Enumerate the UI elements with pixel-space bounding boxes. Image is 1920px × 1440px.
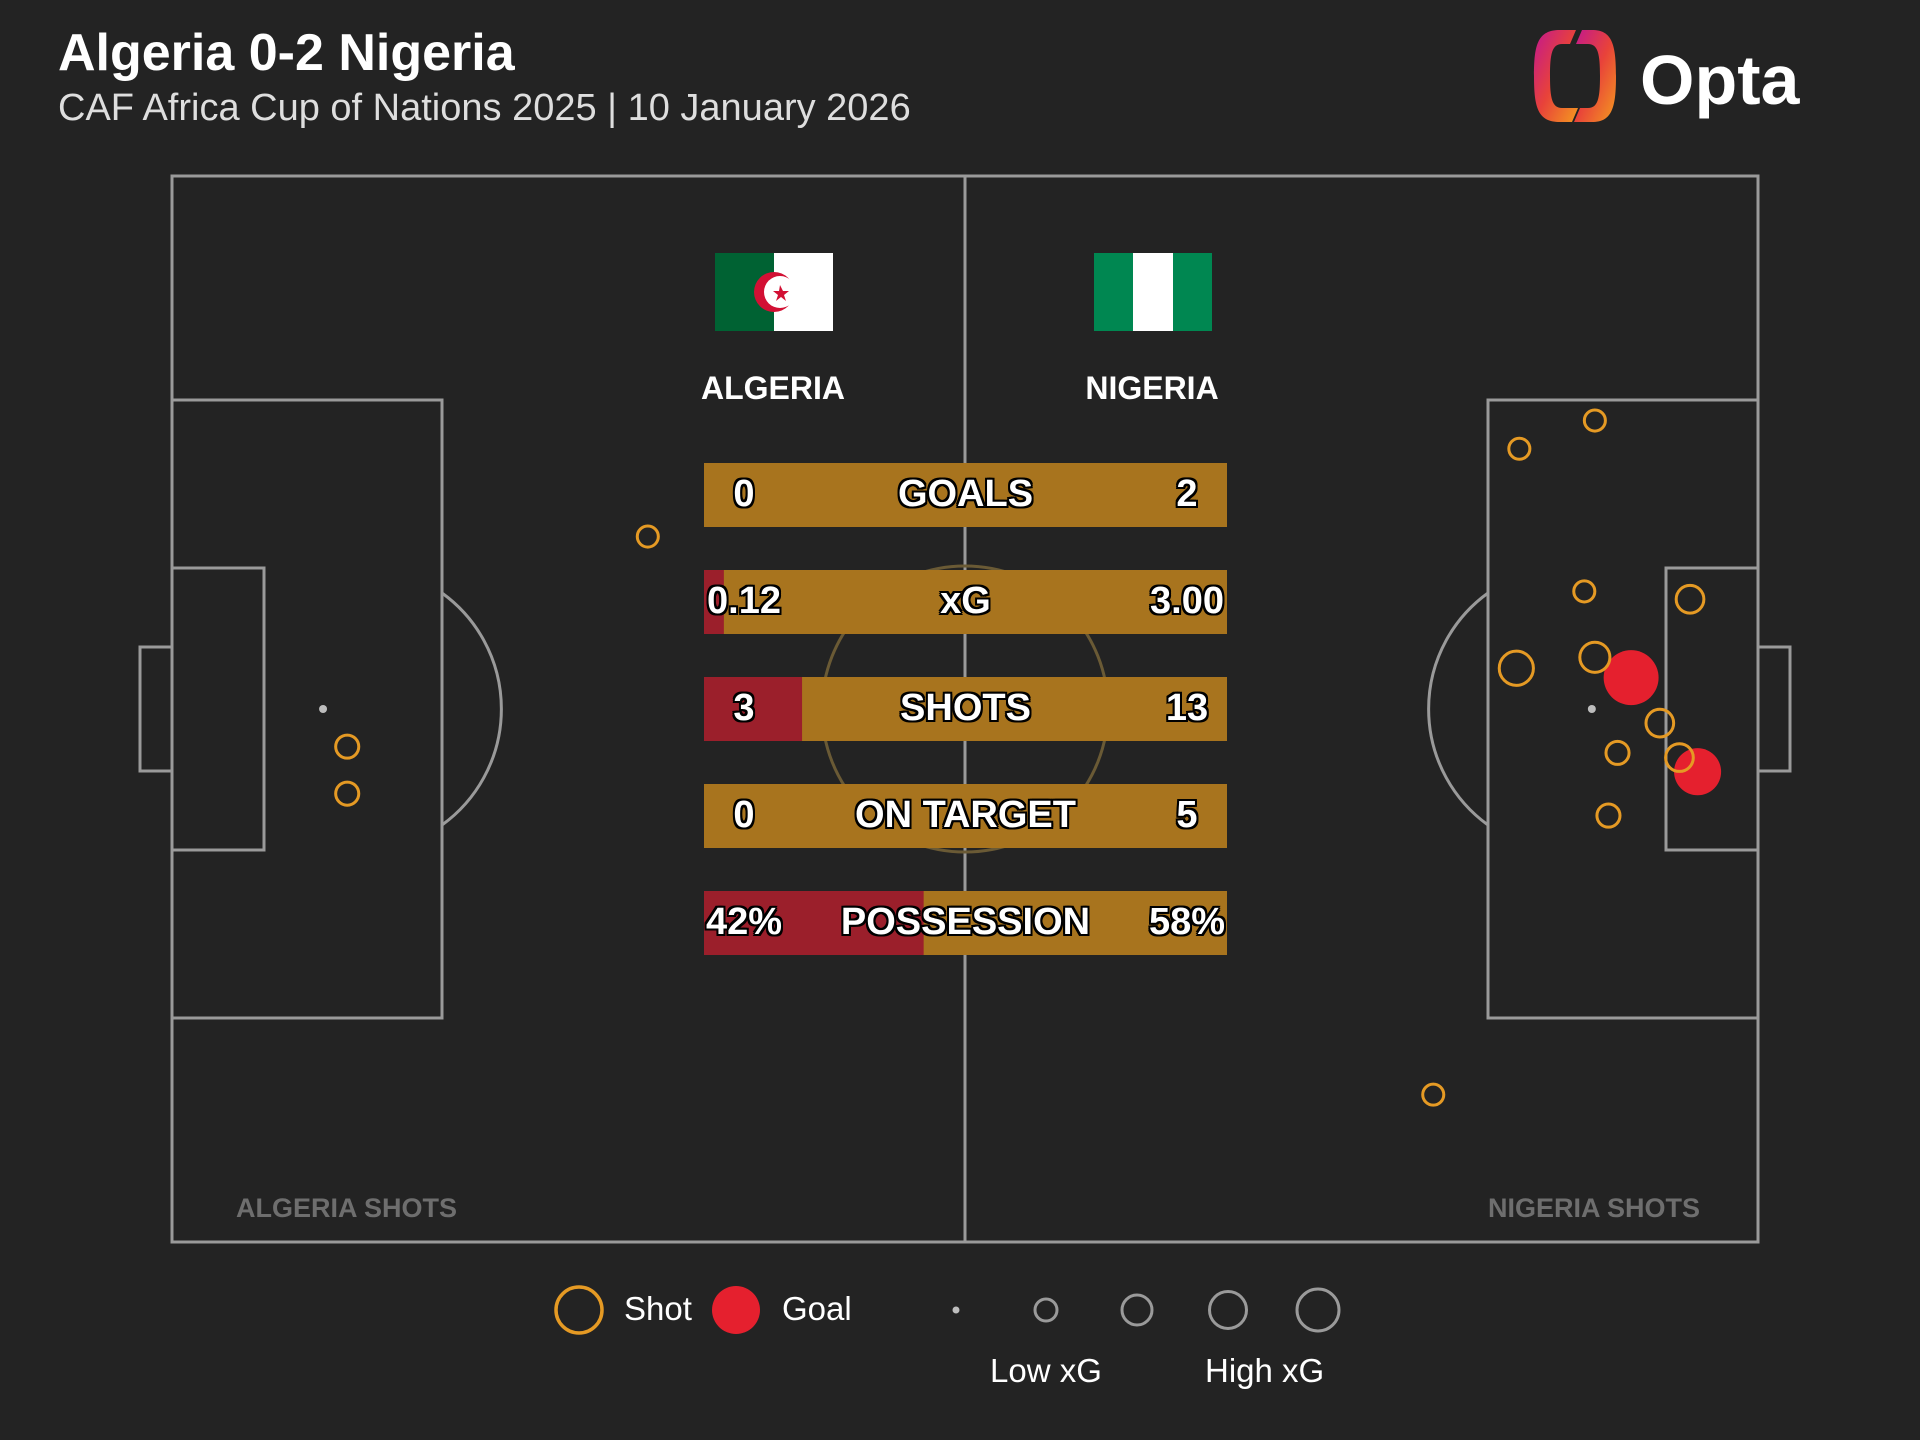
legend-xg-size-marker [1033, 1297, 1059, 1323]
home-shot-marker [334, 733, 361, 760]
away-shot-marker [1674, 583, 1706, 615]
home-shot-marker [334, 780, 361, 807]
away-team-name: NIGERIA [1085, 370, 1219, 406]
stat-bar-home-fill [704, 677, 803, 741]
stat-away-value: 3.00 [1150, 580, 1224, 622]
right-penalty-arc [1427, 591, 1489, 827]
stat-bar-away-fill [704, 570, 1227, 634]
away-shot-marker [1497, 649, 1535, 687]
home-shot-marker [319, 705, 328, 713]
stat-label: xG [940, 580, 991, 622]
legend-goal-label: Goal [782, 1290, 852, 1327]
left-penalty-arc [441, 591, 503, 827]
logo-text: Opta [1640, 41, 1800, 119]
away-goal-marker [1674, 748, 1722, 796]
nigeria-flag-icon [1094, 253, 1212, 331]
stat-away-value: 13 [1165, 687, 1209, 729]
legend-low-xg-label: Low xG [990, 1352, 1102, 1389]
stat-bar-4 [704, 891, 1227, 955]
opta-logo-icon [1534, 30, 1616, 122]
stat-bar-home-fill [704, 570, 724, 634]
home-shots-label: ALGERIA SHOTS [236, 1193, 458, 1223]
stat-bar-away-fill [704, 784, 1227, 848]
legend-marks [554, 1285, 1341, 1335]
shot-map [319, 408, 1722, 1107]
stat-home-value: 0 [733, 473, 755, 515]
away-shot-marker [1578, 640, 1612, 674]
legend-xg-size-marker [1120, 1293, 1154, 1327]
stat-bar-away-fill [704, 463, 1227, 527]
left-goal [138, 645, 174, 773]
away-shot-marker [1595, 802, 1622, 829]
stat-home-value: 42% [705, 901, 783, 943]
away-shot-marker [1587, 705, 1596, 713]
legend-high-xg-label: High xG [1205, 1352, 1325, 1389]
away-goal-marker [1603, 650, 1659, 706]
home-shot-marker [635, 524, 660, 549]
stat-away-value: 58% [1148, 901, 1226, 943]
page-subtitle: CAF Africa Cup of Nations 2025 | 10 Janu… [58, 87, 911, 129]
stat-bar-home-fill [704, 891, 924, 955]
stat-home-value: 0.12 [707, 580, 781, 622]
legend-goal-marker [712, 1286, 760, 1334]
away-shot-marker [1582, 408, 1607, 433]
right-goal [1756, 645, 1792, 773]
stat-home-value: 3 [733, 687, 755, 729]
stat-label: POSSESSION [840, 901, 1091, 943]
stat-label: ON TARGET [855, 794, 1076, 836]
away-shot-marker [1604, 739, 1631, 766]
stat-away-value: 2 [1176, 473, 1198, 515]
stat-away-value: 5 [1176, 794, 1198, 836]
stat-bars [704, 463, 1227, 955]
away-shot-marker [1421, 1082, 1446, 1107]
stat-bar-0 [704, 463, 1227, 527]
legend-shot-marker [554, 1285, 604, 1335]
opta-logo: Opta [1530, 24, 1799, 134]
left-six-yard-box [170, 566, 266, 852]
away-shots-label: NIGERIA SHOTS [1488, 1193, 1701, 1223]
stat-label: GOALS [897, 473, 1034, 515]
away-shot-marker [1507, 436, 1532, 461]
right-penalty-box [1486, 398, 1760, 1020]
left-penalty-box [170, 398, 444, 1020]
stat-bar-3 [704, 784, 1227, 848]
stat-bar-2 [704, 677, 1227, 741]
legend-shot-label: Shot [624, 1290, 692, 1327]
legend-xg-size-marker [1208, 1290, 1248, 1330]
stat-bar-1 [704, 570, 1227, 634]
away-shot-marker [1644, 707, 1676, 739]
away-shot-marker [1572, 579, 1597, 604]
home-team-name: ALGERIA [701, 370, 845, 406]
legend-xg-size-marker [1295, 1287, 1341, 1333]
algeria-flag-icon [715, 253, 833, 331]
stat-home-value: 0 [733, 794, 755, 836]
page-title: Algeria 0-2 Nigeria [58, 24, 515, 82]
away-shot-marker [1664, 742, 1695, 773]
legend-xg-size-marker [952, 1306, 960, 1314]
stat-label: SHOTS [900, 687, 1031, 729]
